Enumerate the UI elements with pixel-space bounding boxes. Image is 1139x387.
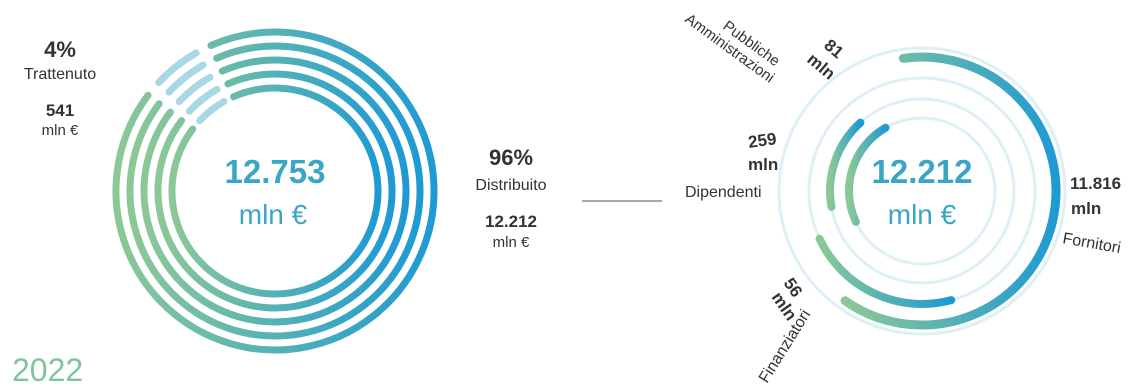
retained-percent: 4%	[44, 37, 76, 62]
left-center-unit: mln €	[239, 199, 308, 230]
retained-ring-segment	[175, 73, 214, 106]
year-label: 2022	[12, 352, 83, 387]
retained-ring-segment	[185, 85, 221, 115]
distributed-value: 12.212	[485, 212, 537, 231]
retained-ring-segment	[155, 49, 200, 87]
dipendenti-unit: mln	[748, 155, 778, 174]
left-ring-chart	[112, 28, 438, 354]
dipendenti-bar	[826, 118, 865, 211]
retained-unit: mln €	[42, 122, 79, 139]
retained-value: 541	[46, 101, 74, 120]
fornitori-unit: mln	[1071, 199, 1101, 218]
dipendenti-label: Dipendenti	[685, 184, 762, 201]
distributed-ring-segment	[112, 28, 438, 354]
distributed-ring-segment	[154, 70, 396, 312]
distributed-ring-segment	[140, 56, 410, 326]
retained-ring-segment	[196, 98, 228, 125]
distributed-label: Distribuito	[475, 177, 546, 194]
dipendenti-value: 259	[747, 129, 778, 152]
radial-track	[777, 46, 1067, 336]
fornitori-label: Fornitori	[1061, 230, 1122, 257]
right-center-unit: mln €	[888, 199, 957, 230]
fornitori-bar	[840, 52, 1061, 330]
right-center-value: 12.212	[872, 153, 973, 190]
right-radial-chart	[777, 46, 1067, 336]
finanziatori-bar	[815, 234, 956, 308]
fornitori-value: 11.816	[1070, 174, 1121, 193]
retained-ring-segment	[165, 61, 207, 96]
distributed-percent: 96%	[489, 145, 533, 170]
distributed-ring-segment	[168, 84, 382, 298]
pa-bar	[845, 123, 890, 226]
distributed-ring-segment	[126, 42, 424, 340]
retained-label: Trattenuto	[24, 66, 96, 83]
distributed-unit: mln €	[493, 234, 530, 251]
left-center-value: 12.753	[225, 153, 326, 190]
